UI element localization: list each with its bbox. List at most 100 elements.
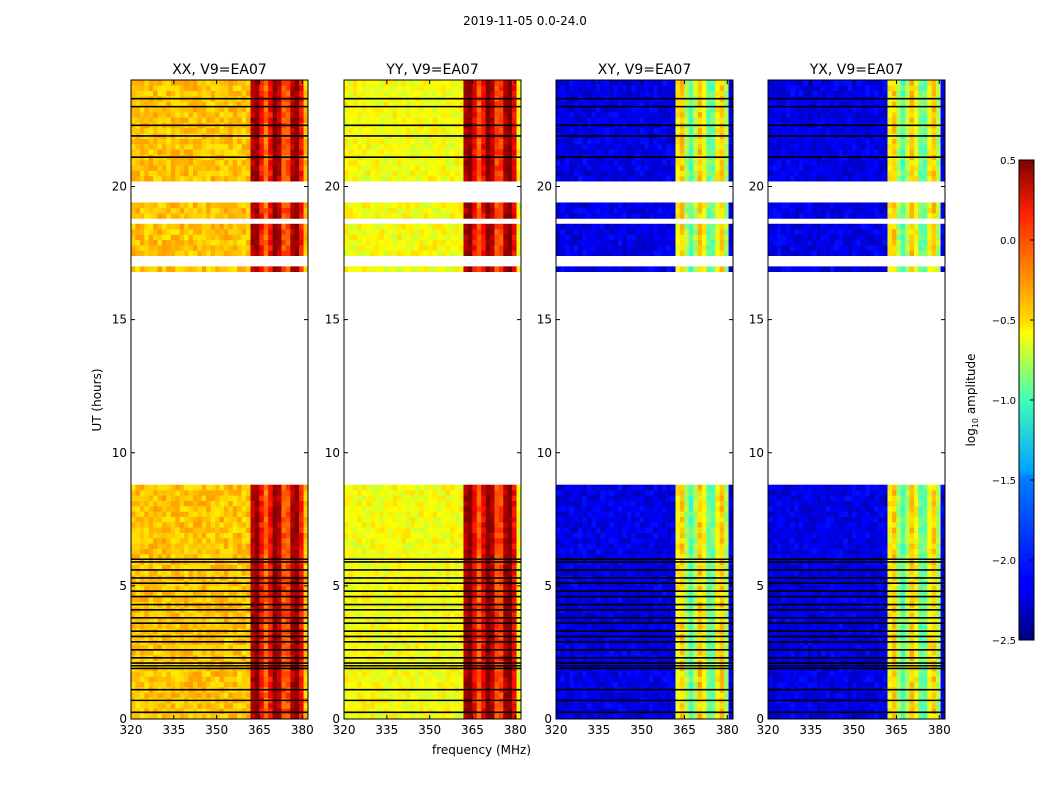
heatmap-cell [516,506,522,512]
heatmap-cell [131,234,136,241]
heatmap-cell [188,159,194,166]
heatmap-cell [344,676,349,683]
heatmap-cell [184,511,189,517]
heatmap-cell [441,671,447,677]
heatmap-cell [281,516,287,523]
heatmap-cell [232,490,238,496]
heatmap-cell [259,213,265,219]
heatmap-cell [441,490,447,496]
heatmap-cell [210,207,216,214]
heatmap-cell [285,106,291,113]
heatmap-cell [241,202,247,209]
heatmap-cell [352,623,358,629]
heatmap-cell [294,617,300,624]
heatmap-cell [507,506,513,512]
heatmap-cell [388,676,393,683]
heatmap-cell [223,175,229,182]
heatmap-cell [436,495,442,501]
heatmap-cell [303,143,309,150]
heatmap-cell [131,484,136,491]
heatmap-cell [210,569,216,576]
heatmap-cell [494,229,500,235]
heatmap-cell [419,484,424,491]
heatmap-cell [392,649,398,656]
heatmap-cell [259,527,265,533]
heatmap-cell [219,612,225,619]
heatmap-cell [232,149,238,155]
heatmap-cell [498,692,504,698]
heatmap-cell [277,537,282,544]
heatmap-cell [175,703,180,709]
heatmap-cell [388,585,393,592]
heatmap-cell [188,521,194,528]
heatmap-cell [254,708,260,714]
heatmap-cell [285,671,291,677]
heatmap-cell [179,165,185,171]
heatmap-cell [210,543,216,549]
heatmap-cell [459,623,464,629]
heatmap-cell [498,617,504,624]
heatmap-cell [428,511,433,517]
heatmap-cell [410,229,416,235]
heatmap-cell [272,612,278,619]
heatmap-cell [166,127,172,134]
heatmap-cell [144,511,149,517]
heatmap-cell [250,239,256,246]
heatmap-cell [241,543,247,549]
heatmap-cell [144,596,149,603]
heatmap-cell [370,245,376,251]
heatmap-cell [432,532,438,539]
heatmap-cell [237,671,242,677]
heatmap-cell [401,511,407,517]
heatmap-cell [210,564,216,571]
heatmap-cell [184,106,189,113]
heatmap-cell [507,234,513,241]
heatmap-cell [170,644,176,651]
heatmap-cell [285,266,291,272]
heatmap-cell [383,490,389,496]
heatmap-cell [228,101,234,107]
heatmap-cell [463,239,469,246]
heatmap-cell [131,527,136,533]
heatmap-cell [135,175,141,182]
heatmap-cell [232,266,238,272]
heatmap-cell [206,500,211,507]
heatmap-cell [450,713,455,720]
heatmap-cell [254,202,260,209]
heatmap-cell [241,101,247,107]
heatmap-cell [472,612,478,619]
heatmap-cell [201,90,207,97]
heatmap-cell [379,500,385,507]
heatmap-cell [250,623,256,629]
heatmap-cell [259,511,265,517]
y-tick-label: 10 [112,446,127,460]
heatmap-cell [277,213,282,219]
heatmap-cell [210,90,216,97]
heatmap-cell [157,250,163,257]
heatmap-cell [281,213,287,219]
heatmap-cell [277,506,282,512]
heatmap-cell [153,527,158,533]
heatmap-cell [303,127,309,134]
heatmap-cell [361,532,367,539]
heatmap-cell [161,229,167,235]
heatmap-cell [401,569,407,576]
heatmap-cell [144,692,149,698]
heatmap-cell [352,591,358,597]
heatmap-cell [197,511,203,517]
heatmap-cell [179,266,185,272]
heatmap-cell [228,165,234,171]
heatmap-cell [188,612,194,619]
heatmap-cell [405,617,411,624]
heatmap-cell [131,681,136,688]
heatmap-cell [175,671,180,677]
heatmap-cell [131,548,136,555]
heatmap-cell [454,671,460,677]
heatmap-cell [210,537,216,544]
heatmap-cell [432,708,438,714]
heatmap-cell [135,623,141,629]
heatmap-cell [175,239,180,246]
heatmap-cell [184,703,189,709]
heatmap-cell [366,553,371,560]
heatmap-cell [423,229,429,235]
